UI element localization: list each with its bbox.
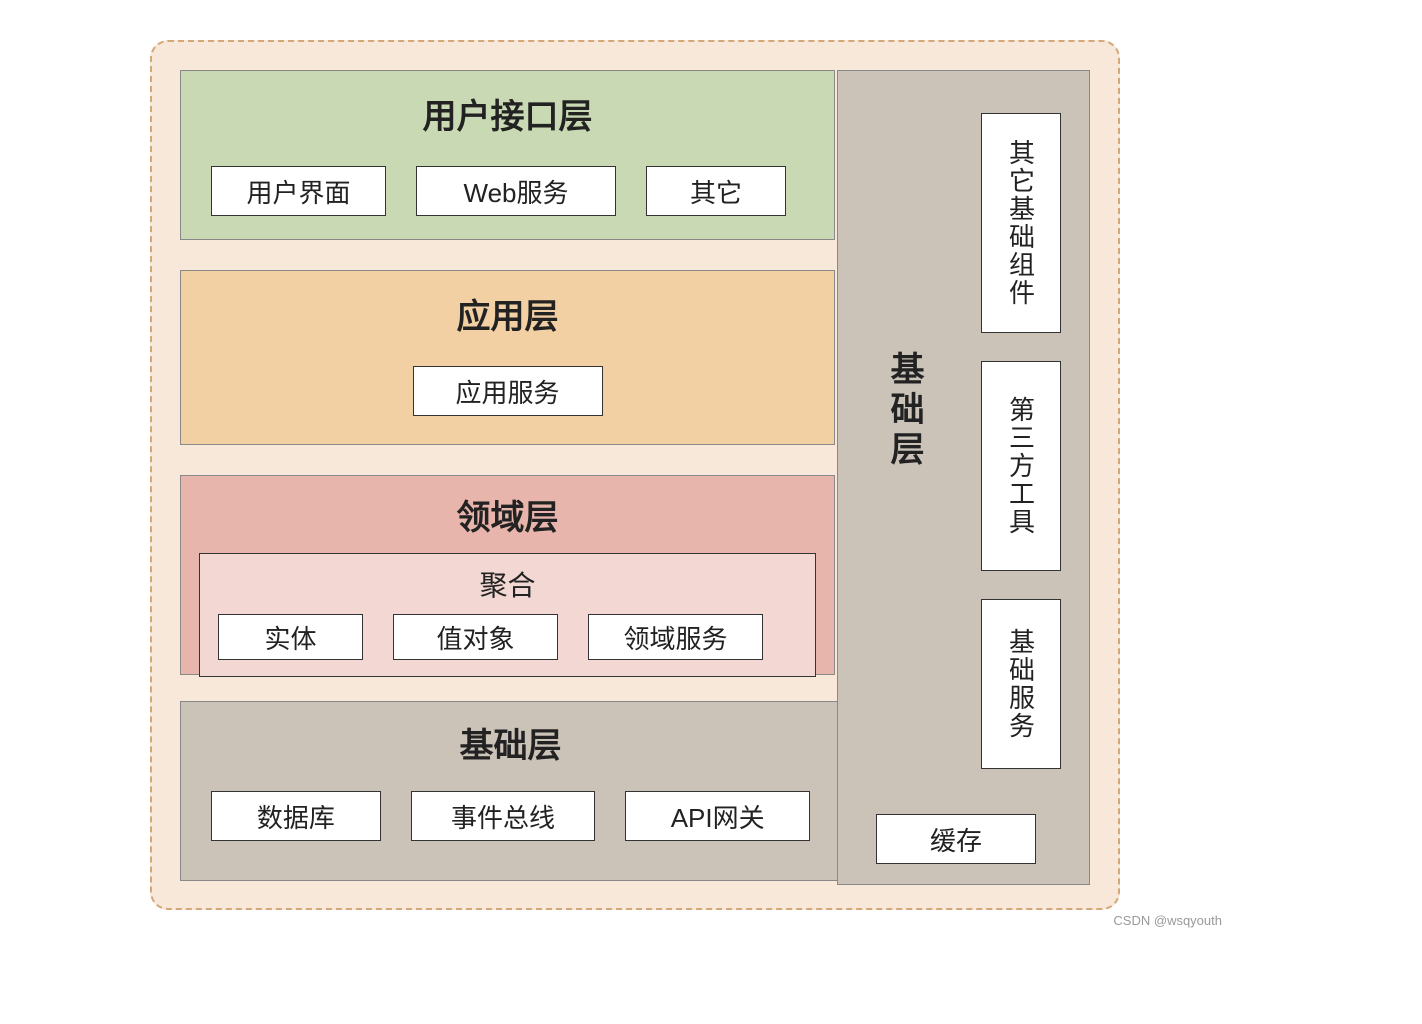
app-items-row: 应用服务	[211, 366, 804, 416]
infra-item-other-components: 其它基础组件	[981, 113, 1061, 333]
infra-item-base-service: 基础服务	[981, 599, 1061, 769]
aggregate-title: 聚合	[218, 564, 797, 604]
infra-layer-title-v: 基础层	[880, 351, 929, 471]
ui-items-row: 用户界面 Web服务 其它	[211, 166, 804, 216]
ui-layer-title: 用户接口层	[211, 89, 804, 138]
app-layer-title: 应用层	[211, 289, 804, 338]
infra-item-third-party-tools: 第三方工具	[981, 361, 1061, 571]
domain-item-domain-service: 领域服务	[588, 614, 763, 660]
app-layer: 应用层 应用服务	[180, 270, 835, 445]
watermark-text: CSDN @wsqyouth	[1113, 913, 1222, 928]
main-layers-column: 用户接口层 用户界面 Web服务 其它 应用层 应用服务 领域层 聚合 实体 值…	[180, 70, 835, 675]
infra-layer-horizontal: 基础层 数据库 事件总线 API网关	[180, 701, 840, 881]
domain-item-entity: 实体	[218, 614, 363, 660]
diagram-container: 用户接口层 用户界面 Web服务 其它 应用层 应用服务 领域层 聚合 实体 值…	[150, 40, 1120, 910]
infra-item-cache: 缓存	[876, 814, 1036, 864]
aggregate-box: 聚合 实体 值对象 领域服务	[199, 553, 816, 677]
infra-item-database: 数据库	[211, 791, 381, 841]
infra-layer-title-h: 基础层	[181, 718, 840, 767]
infra-h-items-row: 数据库 事件总线 API网关	[181, 791, 840, 841]
ui-item-user-interface: 用户界面	[211, 166, 386, 216]
domain-layer: 领域层 聚合 实体 值对象 领域服务	[180, 475, 835, 675]
app-item-service: 应用服务	[413, 366, 603, 416]
ui-item-other: 其它	[646, 166, 786, 216]
ui-item-web-service: Web服务	[416, 166, 616, 216]
domain-layer-title: 领域层	[199, 490, 816, 539]
infra-layer-vertical: 基础层 其它基础组件 第三方工具 基础服务 缓存	[837, 70, 1090, 885]
infra-item-event-bus: 事件总线	[411, 791, 596, 841]
ui-layer: 用户接口层 用户界面 Web服务 其它	[180, 70, 835, 240]
domain-item-value-object: 值对象	[393, 614, 558, 660]
domain-items-row: 实体 值对象 领域服务	[218, 614, 797, 660]
infra-item-api-gateway: API网关	[625, 791, 810, 841]
